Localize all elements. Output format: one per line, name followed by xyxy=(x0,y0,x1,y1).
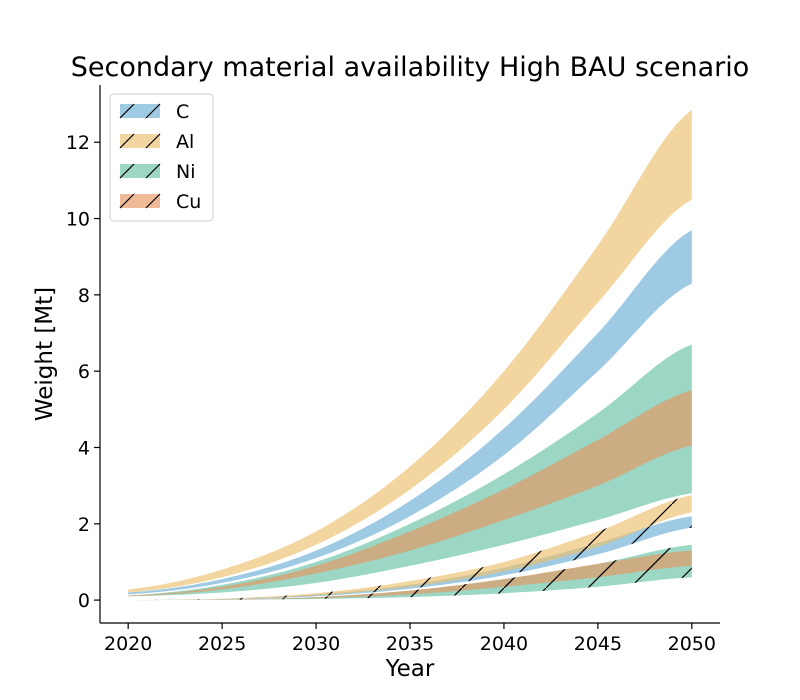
y-tick-label: 2 xyxy=(78,514,90,536)
legend-frame xyxy=(109,93,214,222)
y-axis-label: Weight [Mt] xyxy=(32,287,58,421)
x-tick-label: 2025 xyxy=(198,633,246,655)
legend-hatch-cu xyxy=(145,193,161,209)
band-al-hatched-hatch xyxy=(128,495,692,601)
x-tick-label: 2050 xyxy=(668,633,716,655)
legend-swatch-al xyxy=(120,134,160,148)
legend: C Al Ni Cu xyxy=(109,93,214,222)
x-tick-label: 2035 xyxy=(386,633,434,655)
x-tick-label: 2040 xyxy=(480,633,528,655)
x-tick-label: 2045 xyxy=(574,633,622,655)
legend-label-ni: Ni xyxy=(176,161,196,183)
legend-hatch-al xyxy=(119,133,135,149)
band-ni-hatched-hatch xyxy=(128,544,692,601)
legend-swatch-c xyxy=(120,104,160,118)
legend-hatch-c xyxy=(119,103,135,119)
chart-title: Secondary material availability High BAU… xyxy=(71,52,750,83)
y-tick-label: 10 xyxy=(66,209,90,231)
legend-hatch-cu xyxy=(119,193,135,209)
x-axis-ticks: 2020 2025 2030 2035 2040 2045 2050 xyxy=(104,623,716,655)
band-cu-hatched-hatch xyxy=(128,550,692,601)
y-axis-ticks: 0 2 4 6 8 10 12 xyxy=(66,132,100,612)
x-axis-label: Year xyxy=(385,656,435,682)
legend-hatch-ni xyxy=(145,163,161,179)
x-tick-label: 2030 xyxy=(292,633,340,655)
y-tick-label: 12 xyxy=(66,132,90,154)
legend-hatch-c xyxy=(145,103,161,119)
legend-swatch-ni xyxy=(120,164,160,178)
y-tick-label: 0 xyxy=(78,590,90,612)
legend-swatch-cu xyxy=(120,194,160,208)
legend-label-al: Al xyxy=(176,131,194,153)
legend-hatch-al xyxy=(145,133,161,149)
data-bands xyxy=(128,109,692,601)
band-c-hatched-hatch xyxy=(128,516,692,601)
x-tick-label: 2020 xyxy=(104,633,152,655)
y-tick-label: 8 xyxy=(78,285,90,307)
y-tick-label: 4 xyxy=(78,437,90,459)
legend-hatch-ni xyxy=(119,163,135,179)
legend-label-cu: Cu xyxy=(176,191,201,213)
y-tick-label: 6 xyxy=(78,361,90,383)
legend-label-c: C xyxy=(176,101,189,123)
